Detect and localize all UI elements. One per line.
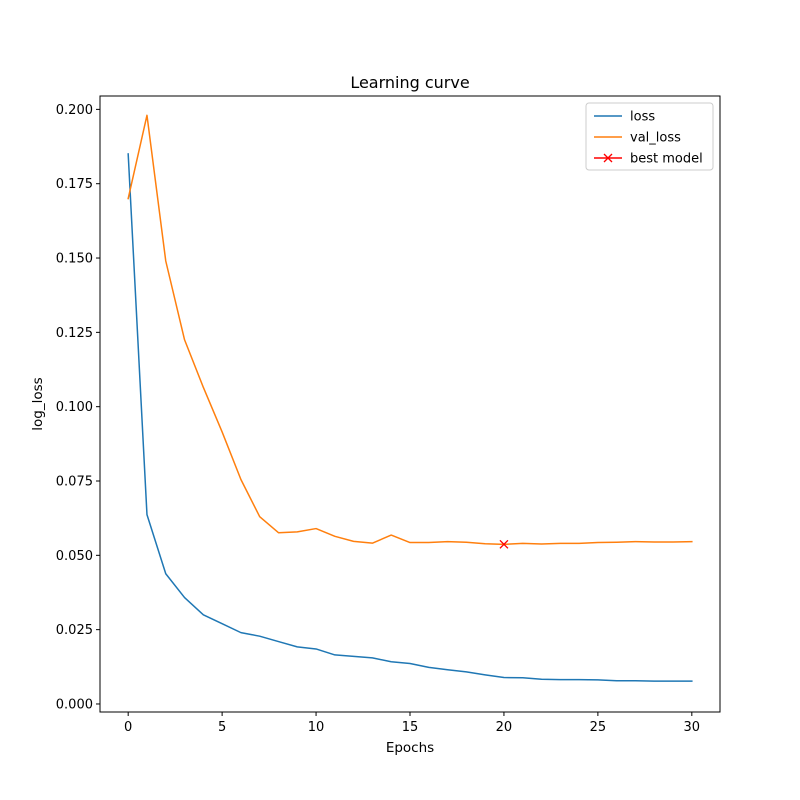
chart-title: Learning curve bbox=[350, 73, 469, 92]
series-line-loss bbox=[127, 153, 693, 682]
legend-marker-best-model bbox=[603, 153, 613, 163]
x-tick-label: 30 bbox=[684, 720, 701, 735]
y-axis-label: log_loss bbox=[30, 377, 46, 430]
x-axis: 0 5 10 15 20 25 30 bbox=[124, 712, 700, 735]
x-tick-label: 15 bbox=[402, 720, 419, 735]
y-tick-label: 0.025 bbox=[56, 623, 93, 638]
x-tick-label: 20 bbox=[496, 720, 513, 735]
plot-area bbox=[127, 114, 693, 682]
plot-frame bbox=[99, 95, 721, 713]
best-model-marker bbox=[499, 539, 509, 549]
y-tick-label: 0.200 bbox=[56, 103, 93, 118]
y-tick-label: 0.000 bbox=[56, 697, 93, 712]
x-tick-label: 25 bbox=[590, 720, 607, 735]
legend-label-val-loss: val_loss bbox=[630, 131, 681, 146]
x-tick-label: 0 bbox=[124, 720, 132, 735]
x-tick-label: 5 bbox=[218, 720, 226, 735]
legend-label-loss: loss bbox=[630, 110, 655, 125]
y-tick-label: 0.075 bbox=[56, 475, 93, 490]
legend-box bbox=[585, 102, 714, 171]
y-axis: 0.000 0.025 0.050 0.075 0.100 0.125 0.150 0.175… bbox=[56, 103, 100, 712]
y-tick-label: 0.100 bbox=[56, 400, 93, 415]
y-tick-label: 0.150 bbox=[56, 252, 93, 267]
x-tick-label: 10 bbox=[308, 720, 325, 735]
y-tick-label: 0.050 bbox=[56, 549, 93, 564]
y-tick-label: 0.175 bbox=[56, 177, 93, 192]
x-axis-label: Epochs bbox=[386, 740, 434, 756]
series-line-val-loss bbox=[127, 114, 693, 546]
y-tick-label: 0.125 bbox=[56, 326, 93, 341]
legend-label-best-model: best model bbox=[630, 152, 703, 167]
